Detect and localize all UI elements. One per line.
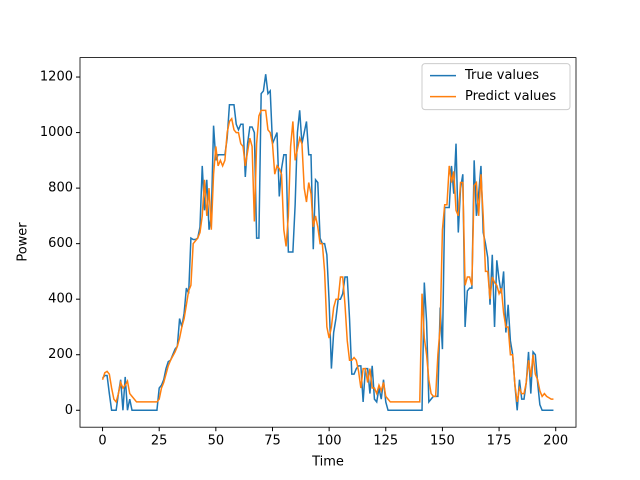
x-tick-label: 75 (264, 434, 281, 449)
data-line (101, 74, 554, 412)
y-tick-label: 200 (48, 347, 73, 362)
x-tick-label: 125 (373, 434, 398, 449)
x-tick-label: 200 (543, 434, 568, 449)
y-axis-label: Power (16, 222, 31, 262)
x-axis-label: Time (311, 455, 344, 470)
y-tick-label: 600 (48, 236, 73, 251)
x-tick-label: 175 (487, 434, 512, 449)
data-line (101, 109, 554, 404)
legend-label: True values (464, 68, 539, 83)
plot-frame (79, 57, 577, 428)
y-tick-label: 0 (65, 403, 73, 418)
legend-label: Predict values (465, 89, 556, 104)
legend: True values Predict values (421, 63, 571, 111)
x-tick-label: 150 (430, 434, 455, 449)
legend-box (421, 63, 571, 111)
x-tick-label: 100 (317, 434, 342, 449)
x-tick-label: 50 (208, 434, 225, 449)
x-tick-label: 25 (151, 434, 168, 449)
y-tick-label: 400 (48, 292, 73, 307)
y-tick-label: 800 (48, 181, 73, 196)
x-tick-label: 0 (98, 434, 106, 449)
y-tick-label: 1000 (40, 125, 73, 140)
y-tick-label: 1200 (40, 70, 73, 85)
